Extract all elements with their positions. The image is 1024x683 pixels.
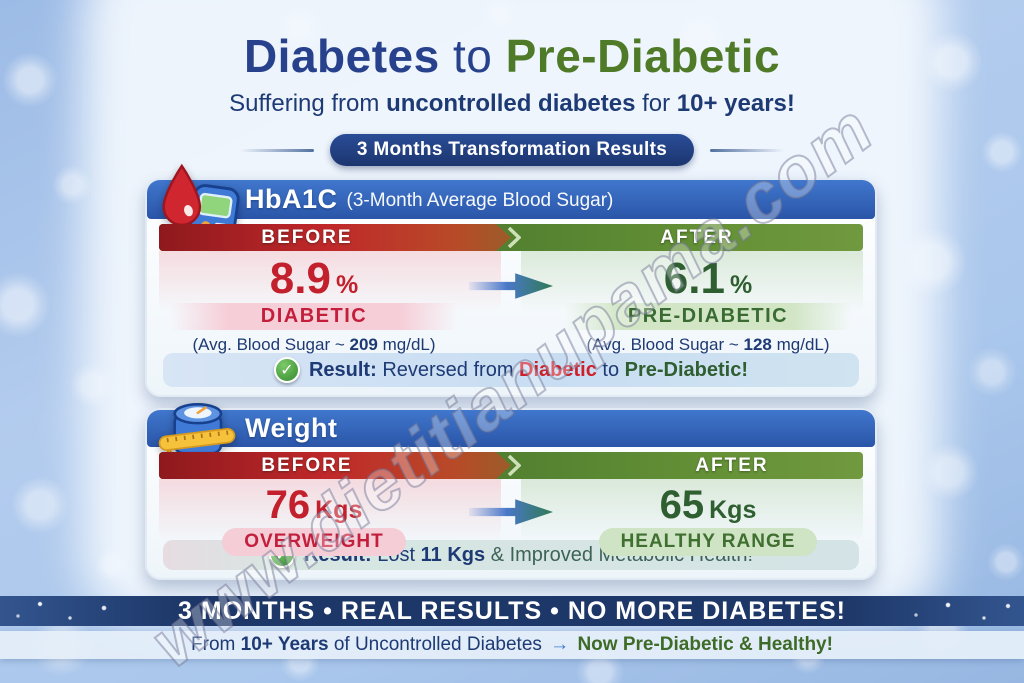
before-label: BEFORE [261, 226, 353, 248]
title-connector: to [439, 30, 506, 82]
badge-row: 3 Months Transformation Results [0, 134, 1024, 166]
detail-prefix: (Avg. Blood Sugar ~ [586, 335, 744, 354]
hba1c-after-unit: % [729, 271, 753, 299]
before-tint [159, 251, 502, 313]
check-icon: ✓ [273, 357, 300, 383]
hba1c-after-number: 6.1 [663, 254, 725, 303]
detail-value: 209 [349, 335, 378, 354]
hba1c-after-detail: (Avg. Blood Sugar ~ 128 mg/dL) [553, 335, 863, 355]
bottom-years-bold: 10+ Years [240, 634, 329, 655]
subtitle-text: Suffering from [229, 90, 387, 117]
result-label: Result: [308, 358, 377, 381]
hba1c-card-header: HbA1C (3-Month Average Blood Sugar) [147, 164, 875, 244]
bottom-mid: of Uncontrolled Diabetes [328, 634, 548, 655]
after-bar-segment: AFTER [511, 452, 863, 479]
weight-title: Weight [245, 413, 338, 443]
transition-arrow [469, 270, 553, 302]
hba1c-result-row: ✓ Result: Reversed from Diabetic to Pre-… [163, 353, 859, 387]
subtitle-bold-years: 10+ years! [676, 90, 795, 117]
transition-arrow [469, 496, 553, 528]
transformation-badge: 3 Months Transformation Results [329, 134, 695, 166]
chevron-divider-icon [507, 227, 521, 248]
hba1c-after-status: PRE-DIABETIC [564, 303, 852, 330]
detail-suffix: mg/dL) [377, 335, 436, 354]
weight-before-value: 76 Kgs [159, 485, 469, 525]
hba1c-result-text: Result: Reversed from Diabetic to Pre-Di… [309, 359, 748, 382]
hba1c-before-number: 8.9 [269, 254, 331, 303]
bottom-summary-text: From 10+ Years of Uncontrolled Diabetes … [191, 634, 833, 656]
before-bar-segment: BEFORE [159, 224, 511, 251]
result-kgs-lost: 11 Kgs [420, 543, 486, 566]
weight-before-status: OVERWEIGHT [222, 528, 406, 556]
subtitle-bold-uncontrolled: uncontrolled diabetes [386, 90, 636, 117]
weight-before-number: 76 [265, 483, 311, 527]
hba1c-after-value: 6.1% [553, 257, 863, 301]
badge-right-line [710, 148, 785, 152]
before-bar-segment: BEFORE [159, 452, 511, 479]
page-title: Diabetes to Pre-Diabetic [0, 33, 1024, 79]
right-arrow-icon: → [550, 634, 570, 655]
hba1c-before-value: 8.9% [159, 257, 469, 301]
hba1c-title: HbA1C [245, 184, 338, 214]
after-label: AFTER [660, 226, 734, 248]
hba1c-before-status: DIABETIC [170, 303, 458, 330]
title-part-prediabetic: Pre-Diabetic [505, 30, 781, 82]
hba1c-before-unit: % [335, 271, 359, 299]
hba1c-before-column: 8.9% DIABETIC (Avg. Blood Sugar ~ 209 mg… [159, 257, 469, 355]
bottom-healthy-bold: Now Pre-Diabetic & Healthy! [572, 634, 833, 655]
result-prediabetic: Pre-Diabetic! [624, 358, 749, 381]
weight-after-value: 65 Kgs [553, 485, 863, 525]
hba1c-values: 8.9% DIABETIC (Avg. Blood Sugar ~ 209 mg… [147, 251, 875, 355]
detail-prefix: (Avg. Blood Sugar ~ [192, 335, 350, 354]
weight-card: Weight AFTER BEFORE 76 Kgs OVERWEIGHT 65 K… [145, 403, 877, 580]
hba1c-after-column: 6.1% PRE-DIABETIC (Avg. Blood Sugar ~ 12… [553, 257, 863, 355]
detail-value: 128 [743, 335, 772, 354]
weight-before-unit: Kgs [315, 496, 363, 524]
weight-after-unit: Kgs [709, 496, 757, 524]
detail-suffix: mg/dL) [771, 335, 830, 354]
results-banner: 3 MONTHS • REAL RESULTS • NO MORE DIABET… [0, 596, 1024, 626]
subtitle-text-mid: for [635, 90, 677, 117]
before-label: BEFORE [261, 454, 353, 476]
weight-values: 76 Kgs OVERWEIGHT 65 Kgs HEALTHY RANGE [147, 479, 875, 556]
badge-left-line [239, 148, 314, 152]
after-label: AFTER [695, 454, 769, 476]
weight-card-header: Weight [147, 403, 875, 464]
hba1c-before-detail: (Avg. Blood Sugar ~ 209 mg/dL) [159, 335, 469, 355]
after-bar-segment: AFTER [511, 224, 863, 251]
result-diabetic: Diabetic [519, 358, 597, 381]
bottom-from: From [191, 634, 241, 655]
result-lead: Reversed from [376, 358, 520, 381]
page-subtitle: Suffering from uncontrolled diabetes for… [0, 90, 1024, 118]
after-tint [520, 251, 863, 313]
weight-scale-icon [158, 403, 236, 464]
hba1c-card: HbA1C (3-Month Average Blood Sugar) AFTE… [145, 164, 877, 397]
weight-after-column: 65 Kgs HEALTHY RANGE [553, 485, 863, 556]
before-after-bar: AFTER BEFORE [159, 224, 863, 251]
hba1c-subtitle: (3-Month Average Blood Sugar) [346, 189, 614, 211]
chevron-divider-icon [507, 455, 521, 476]
weight-after-number: 65 [659, 483, 705, 527]
weight-before-column: 76 Kgs OVERWEIGHT [159, 485, 469, 556]
bottom-summary-band: From 10+ Years of Uncontrolled Diabetes … [0, 631, 1024, 659]
title-part-diabetes: Diabetes [243, 30, 440, 82]
before-after-bar: AFTER BEFORE [159, 452, 863, 479]
weight-after-status: HEALTHY RANGE [598, 528, 818, 556]
result-mid: to [596, 358, 625, 381]
